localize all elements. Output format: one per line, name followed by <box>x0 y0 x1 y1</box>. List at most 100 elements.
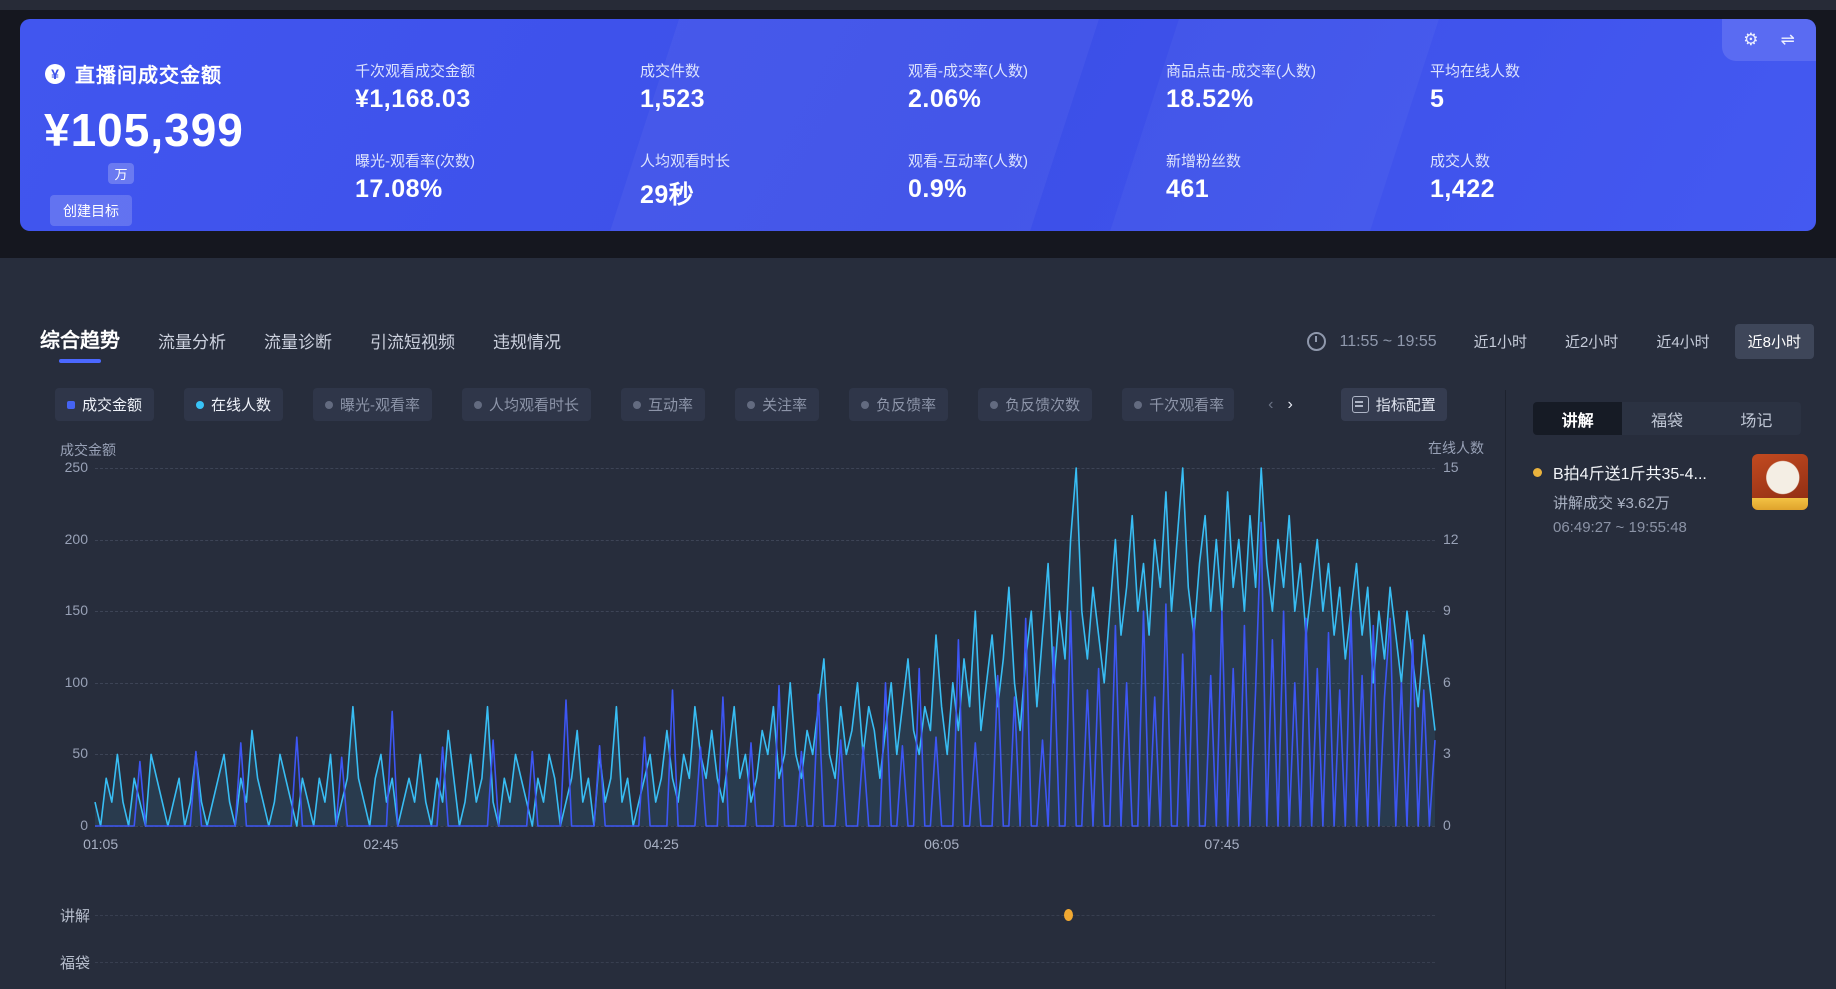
side-tab-log[interactable]: 场记 <box>1740 412 1773 430</box>
chip-follow-rate[interactable]: 关注率 <box>735 388 820 421</box>
chip-marker-icon <box>633 400 642 409</box>
side-tab-explain[interactable]: 讲解 <box>1533 402 1623 435</box>
chip-marker-icon <box>1134 400 1143 409</box>
tab-traffic-diagnosis[interactable]: 流量诊断 <box>264 333 332 352</box>
metric-column: 千次观看成交金额 ¥1,168.03 曝光-观看率(次数) 17.08% <box>355 19 625 231</box>
gridline <box>95 754 1435 756</box>
metric-label: 成交件数 <box>640 63 701 80</box>
gridline <box>95 468 1435 469</box>
trend-chart[interactable] <box>94 467 1436 827</box>
kpi-banner: ¥ 直播间成交金额 ¥105,399 万 创建目标 千次观看成交金额 ¥1,168… <box>20 19 1816 231</box>
chip-scroll-left-icon[interactable]: ‹ <box>1268 395 1274 413</box>
create-goal-button[interactable]: 创建目标 <box>50 195 132 226</box>
left-axis-tick: 200 <box>64 530 88 547</box>
chip-online-users[interactable]: 在线人数 <box>184 388 284 421</box>
metric-value: 17.08% <box>355 175 443 203</box>
chip-label: 千次观看率 <box>1149 397 1225 414</box>
trend-panel: 综合趋势 流量分析 流量诊断 引流短视频 违规情况 11:55 ~ 19:55 近1小时… <box>0 258 1836 989</box>
banner-main-value: ¥105,399 <box>44 104 244 156</box>
metric-config-button[interactable]: 指标配置 <box>1340 388 1447 421</box>
time-range-text: 11:55 ~ 19:55 <box>1339 332 1437 350</box>
tab-trend[interactable]: 综合趋势 <box>40 324 120 363</box>
metric-chips-row: 成交金额 在线人数 曝光-观看率 人均观看时长 互动率 关注率 负反馈率 负反馈次数 千次观看率… <box>55 388 1447 421</box>
right-axis-tick: 0 <box>1443 817 1451 833</box>
event-row-line <box>95 962 1435 963</box>
chip-marker-icon <box>67 400 75 409</box>
event-row-explain: 讲解 <box>0 902 1460 928</box>
chip-marker-icon <box>990 400 999 409</box>
tab-traffic-analysis[interactable]: 流量分析 <box>158 333 226 352</box>
x-axis-tick: 02:45 <box>363 836 399 852</box>
metric-column: 成交件数 1,523 人均观看时长 29秒 <box>640 19 910 231</box>
gmv-line <box>95 521 1436 827</box>
metric-value: 1,422 <box>1430 175 1496 203</box>
metric-column: 平均在线人数 5 成交人数 1,422 <box>1430 19 1700 231</box>
chip-label: 曝光-观看率 <box>340 397 421 414</box>
gridline <box>95 611 1435 613</box>
chip-negative-feedback-count[interactable]: 负反馈次数 <box>978 388 1093 421</box>
left-axis-title: 成交金额 <box>60 442 116 458</box>
metric-label: 观看-互动率(人数) <box>908 153 1028 170</box>
chip-label: 成交金额 <box>82 397 143 414</box>
metric-value: 29秒 <box>640 181 695 209</box>
range-8h-button[interactable]: 近8小时 <box>1734 324 1814 359</box>
x-axis-tick: 01:05 <box>83 836 119 852</box>
chip-label: 在线人数 <box>211 397 272 414</box>
metric-value: 18.52% <box>1166 85 1254 113</box>
swap-icon[interactable]: ⇌ <box>1780 30 1795 49</box>
chip-scroll-right-icon[interactable]: › <box>1287 395 1293 413</box>
window-top-strip <box>0 0 1836 10</box>
event-dot[interactable] <box>1064 909 1073 921</box>
banner-title: 直播间成交金额 <box>75 65 222 87</box>
left-axis-tick: 0 <box>80 817 88 833</box>
right-axis-tick: 9 <box>1443 602 1451 619</box>
chip-per-thousand-view-rate[interactable]: 千次观看率 <box>1122 388 1235 421</box>
tab-short-video[interactable]: 引流短视频 <box>370 333 455 352</box>
left-axis-tick: 100 <box>64 673 88 690</box>
metric-label: 曝光-观看率(次数) <box>355 153 475 170</box>
right-axis-tick: 15 <box>1443 459 1459 475</box>
x-axis-tick: 04:25 <box>643 836 679 852</box>
chip-exposure-view-rate[interactable]: 曝光-观看率 <box>313 388 433 421</box>
chip-label: 互动率 <box>648 397 694 414</box>
right-axis-title: 在线人数 <box>1428 440 1484 456</box>
item-title: B拍4斤送1斤共35-4... <box>1553 466 1707 483</box>
range-1h-button[interactable]: 近1小时 <box>1473 334 1527 351</box>
chip-gmv[interactable]: 成交金额 <box>55 388 155 421</box>
tab-violation[interactable]: 违规情况 <box>493 333 561 352</box>
chip-label: 关注率 <box>762 397 808 414</box>
chip-marker-icon <box>325 400 334 409</box>
range-2h-button[interactable]: 近2小时 <box>1564 334 1619 351</box>
range-4h-button[interactable]: 近4小时 <box>1656 334 1710 351</box>
yen-icon: ¥ <box>45 63 65 84</box>
side-tab-lucky-bag[interactable]: 福袋 <box>1650 412 1683 430</box>
chip-marker-icon <box>861 400 870 409</box>
x-axis-tick: 06:05 <box>924 836 960 852</box>
event-row-line <box>95 915 1435 916</box>
clock-icon <box>1306 332 1326 351</box>
metric-label: 成交人数 <box>1430 153 1491 170</box>
event-row-label: 福袋 <box>60 955 91 972</box>
metric-label: 千次观看成交金额 <box>355 63 476 80</box>
chip-negative-feedback-rate[interactable]: 负反馈率 <box>849 388 949 421</box>
chip-marker-icon <box>474 400 483 409</box>
metric-value: ¥1,168.03 <box>355 85 471 113</box>
left-axis-tick: 50 <box>72 745 88 762</box>
online-users-line <box>94 467 1436 827</box>
product-thumbnail <box>1752 454 1808 510</box>
left-axis-tick: 150 <box>64 602 88 619</box>
metric-label: 平均在线人数 <box>1430 63 1521 80</box>
metric-value: 461 <box>1166 175 1210 203</box>
metric-label: 人均观看时长 <box>640 153 731 170</box>
metric-value: 0.9% <box>908 175 967 203</box>
config-label: 指标配置 <box>1375 397 1436 414</box>
chip-avg-watch-time[interactable]: 人均观看时长 <box>462 388 592 421</box>
item-time-range: 06:49:27 ~ 19:55:48 <box>1553 519 1687 536</box>
chip-interaction-rate[interactable]: 互动率 <box>621 388 706 421</box>
online-users-area <box>95 468 1435 826</box>
side-panel-tabs: 讲解 福袋 场记 <box>1533 402 1801 435</box>
metric-column: 观看-成交率(人数) 2.06% 观看-互动率(人数) 0.9% <box>908 19 1178 231</box>
gear-icon[interactable]: ⚙ <box>1743 30 1759 49</box>
metric-label: 观看-成交率(人数) <box>908 63 1028 80</box>
chip-marker-icon <box>196 400 205 409</box>
